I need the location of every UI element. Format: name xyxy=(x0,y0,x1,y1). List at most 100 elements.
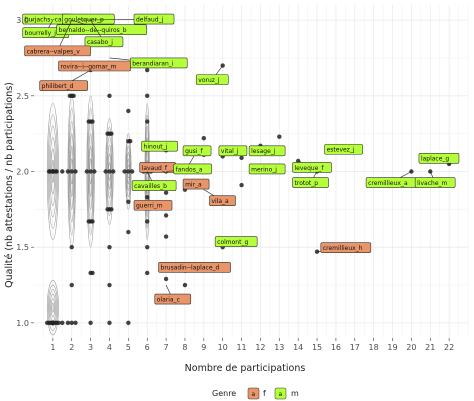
label-box xyxy=(195,74,229,85)
legend-title: Genre xyxy=(212,389,236,398)
x-tick-label: 9 xyxy=(201,343,206,352)
data-point xyxy=(145,244,150,250)
label-box xyxy=(320,242,372,253)
data-point xyxy=(53,169,58,174)
data-point xyxy=(105,207,110,212)
data-point xyxy=(107,244,112,250)
label-text: delfaud_j xyxy=(136,16,164,23)
legend-label-f: f xyxy=(263,389,266,398)
x-tick-label: 13 xyxy=(274,343,284,352)
data-point xyxy=(111,169,116,174)
data-point xyxy=(92,169,97,174)
data-point xyxy=(71,93,76,99)
label-text: gusi_f xyxy=(185,148,203,155)
data-point xyxy=(86,119,91,124)
data-point xyxy=(163,213,169,218)
x-tick-label: 19 xyxy=(387,343,397,352)
label-box xyxy=(214,236,258,247)
x-axis-title: Nombre de participations xyxy=(185,363,306,374)
y-axis-title: Qualité (nb attestations / nb participat… xyxy=(4,82,15,288)
label-text: casabo_j xyxy=(87,39,113,46)
label-box xyxy=(248,163,286,175)
data-point xyxy=(239,182,244,188)
data-point xyxy=(126,108,131,114)
legend-key-f-glyph: a xyxy=(252,391,256,398)
label-text: cremillieux_h xyxy=(323,245,363,252)
x-axis: 1 2 3 4 5 6 7 8 9 10 11 12 13 14 15 16 17 18 19 20 21 22 xyxy=(50,338,454,352)
label-box xyxy=(218,145,248,157)
x-tick-label: 20 xyxy=(406,343,416,352)
data-point xyxy=(60,320,65,326)
x-tick-label: 5 xyxy=(126,343,131,352)
data-point xyxy=(129,169,135,174)
data-point xyxy=(45,320,50,326)
data-point xyxy=(60,169,65,174)
data-point xyxy=(145,219,150,224)
x-tick-label: 2 xyxy=(69,343,74,352)
label-text: trotot_p xyxy=(295,180,319,187)
x-tick-label: 14 xyxy=(293,343,303,352)
data-point xyxy=(90,219,95,224)
label-box xyxy=(292,177,329,188)
y-axis: 1.0 1.5 2.0 2.5 3.0 xyxy=(16,16,34,328)
data-point xyxy=(65,169,71,174)
x-tick-label: 10 xyxy=(218,343,228,352)
y-tick-label: 2.0 xyxy=(16,168,29,177)
label-box xyxy=(24,45,91,57)
density-contour xyxy=(48,289,57,327)
data-point xyxy=(107,93,112,99)
data-point xyxy=(107,320,112,326)
x-tick-label: 15 xyxy=(312,343,322,352)
label-text: colmont_g xyxy=(217,239,248,246)
data-point xyxy=(163,234,169,239)
data-point xyxy=(65,320,71,326)
data-point xyxy=(69,320,74,326)
label-text: voruz_j xyxy=(198,77,220,84)
data-point xyxy=(126,229,131,235)
x-tick-label: 7 xyxy=(164,343,169,352)
label-text: vila_a xyxy=(211,198,229,205)
x-tick-label: 3 xyxy=(88,343,93,352)
data-point xyxy=(109,207,114,212)
data-point xyxy=(163,190,169,195)
x-tick-label: 22 xyxy=(444,343,454,352)
label-box xyxy=(84,36,124,48)
data-point xyxy=(145,93,150,99)
label-box xyxy=(209,195,236,207)
y-tick-label: 3.0 xyxy=(16,16,29,25)
data-point xyxy=(73,169,78,174)
density-contour xyxy=(51,302,55,313)
data-point xyxy=(295,158,301,164)
label-text: cabrera--valpes_v xyxy=(27,48,81,55)
x-tick-label: 17 xyxy=(350,343,360,352)
label-box xyxy=(39,80,88,91)
data-point xyxy=(126,320,131,326)
label-text: lesage_j xyxy=(251,148,276,155)
data-point xyxy=(48,320,54,326)
label-text: brusadin--laplace_d xyxy=(161,265,220,272)
label-text: hinout_j xyxy=(144,144,168,151)
y-tick-label: 1.0 xyxy=(16,319,29,328)
data-point xyxy=(122,169,127,174)
label-text: mir_a xyxy=(185,181,202,188)
data-point xyxy=(88,320,93,326)
data-point xyxy=(109,131,114,136)
data-point xyxy=(56,320,61,326)
data-point xyxy=(69,244,74,250)
data-point xyxy=(145,270,150,276)
x-tick-label: 12 xyxy=(255,343,265,352)
x-tick-label: 1 xyxy=(50,343,55,352)
legend: Genre a f a m xyxy=(212,387,299,400)
data-point xyxy=(277,134,282,139)
data-point xyxy=(84,169,90,174)
label-box xyxy=(154,293,192,305)
data-point xyxy=(69,169,74,174)
label-box xyxy=(131,180,177,191)
label-text: cavailles_b xyxy=(134,183,167,190)
data-point xyxy=(126,199,131,204)
label-box xyxy=(158,262,231,273)
data-point xyxy=(105,131,110,136)
x-tick-label: 8 xyxy=(182,343,187,352)
data-point xyxy=(314,249,320,254)
label-box xyxy=(182,178,210,190)
